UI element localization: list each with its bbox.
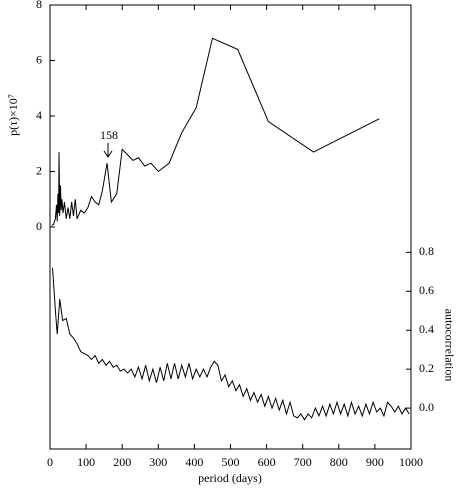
y2-tick-label: 0.0: [419, 400, 434, 414]
x-tick-label: 0: [47, 455, 53, 469]
y-tick-label: 4: [36, 108, 42, 122]
x-tick-label: 800: [330, 455, 348, 469]
y2-tick-label: 0.6: [419, 283, 434, 297]
annotation: 158: [100, 128, 118, 142]
y2-tick-label: 0.8: [419, 244, 434, 258]
data-line: [52, 267, 410, 421]
x-tick-label: 600: [258, 455, 276, 469]
y-tick-label: 6: [36, 52, 42, 66]
y-tick-label: 8: [36, 0, 42, 11]
y-axis-label: p(τ)×10⁷: [6, 94, 20, 136]
x-tick-label: 1000: [399, 455, 423, 469]
x-tick-label: 400: [185, 455, 203, 469]
annotation-arrowhead: [103, 150, 113, 158]
x-tick-label: 900: [366, 455, 384, 469]
x-axis-label: period (days): [198, 471, 262, 485]
y-tick-label: 0: [36, 219, 42, 233]
x-tick-label: 200: [113, 455, 131, 469]
y2-axis-label: autocorrelation: [442, 309, 456, 382]
y2-tick-label: 0.4: [419, 322, 434, 336]
x-tick-label: 100: [77, 455, 95, 469]
x-tick-label: 500: [222, 455, 240, 469]
x-tick-label: 700: [294, 455, 312, 469]
y-tick-label: 2: [36, 163, 42, 177]
plot-frame: [49, 4, 412, 450]
y2-tick-label: 0.2: [419, 361, 434, 375]
data-line: [51, 37, 380, 227]
x-tick-label: 300: [149, 455, 167, 469]
